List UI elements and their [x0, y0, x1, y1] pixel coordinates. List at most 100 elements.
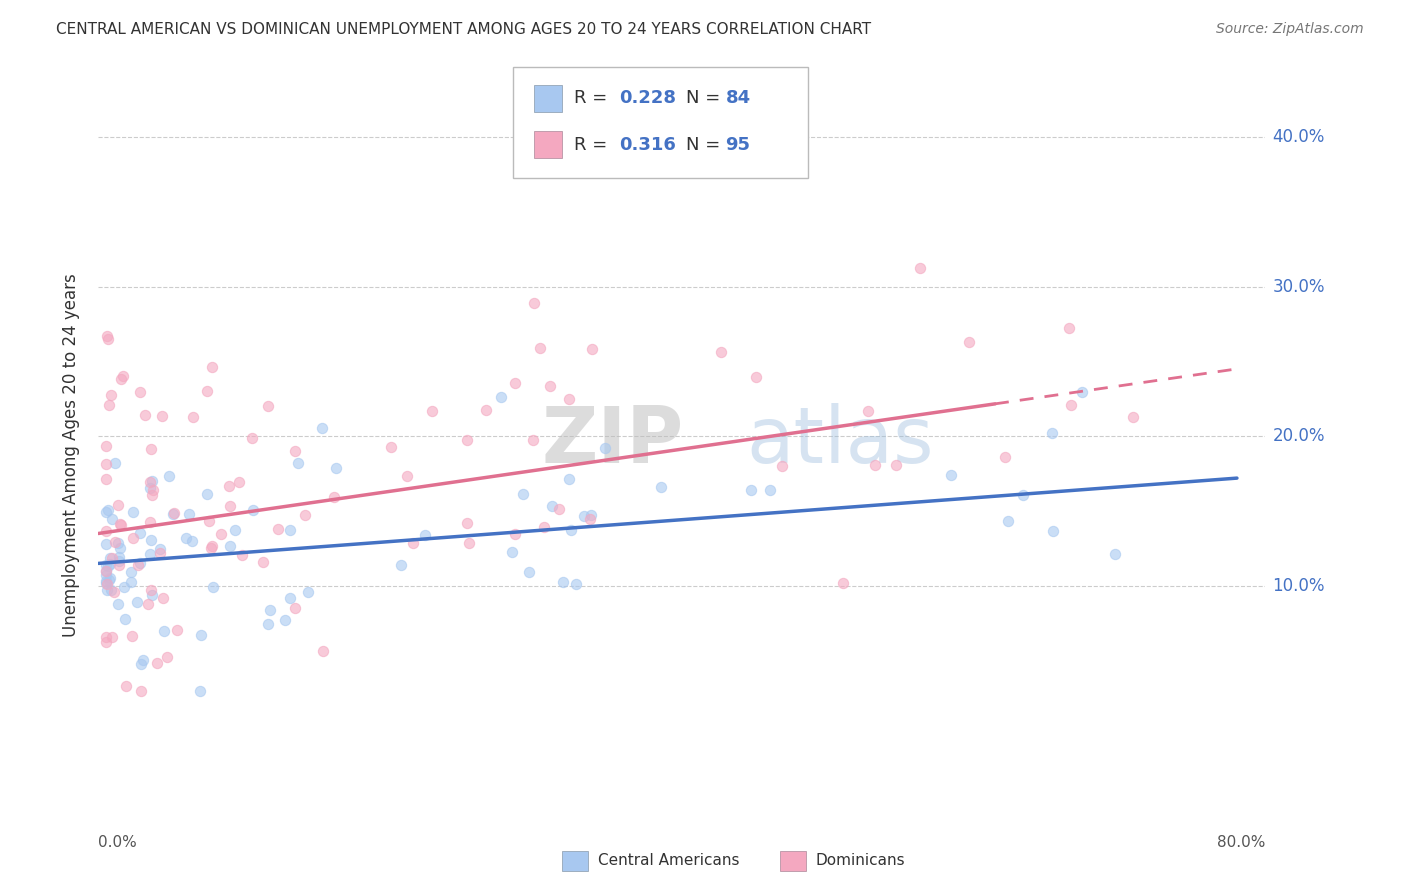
Point [650, 480, 672, 494]
Point [127, 595, 149, 609]
Point [396, 468, 419, 483]
Point [312, 644, 335, 658]
Point [114, 612, 136, 626]
Point [284, 601, 307, 615]
Point [1042, 524, 1064, 539]
Point [129, 557, 152, 571]
Point [181, 534, 204, 549]
Point [94, 439, 117, 453]
Point [759, 483, 782, 497]
Point [162, 507, 184, 521]
Point [94, 458, 117, 472]
Point [522, 434, 544, 448]
Point [538, 379, 561, 393]
Text: 10.0%: 10.0% [1272, 577, 1324, 595]
Point [540, 499, 562, 513]
Text: Source: ZipAtlas.com: Source: ZipAtlas.com [1216, 22, 1364, 37]
Point [136, 597, 159, 611]
Point [578, 512, 600, 526]
Text: 95: 95 [725, 136, 751, 153]
Point [94, 574, 117, 588]
Point [101, 550, 124, 565]
Point [94, 537, 117, 551]
Point [94, 505, 117, 519]
Point [120, 565, 142, 579]
Point [456, 516, 478, 531]
Point [107, 597, 129, 611]
Point [284, 444, 307, 458]
Point [157, 469, 180, 483]
Point [553, 574, 575, 589]
Text: 0.316: 0.316 [619, 136, 675, 153]
Point [458, 536, 481, 550]
Point [297, 584, 319, 599]
Point [94, 558, 117, 572]
Point [581, 342, 603, 356]
Point [98, 557, 121, 571]
Point [181, 409, 204, 424]
Point [129, 657, 152, 671]
Point [489, 391, 512, 405]
Point [94, 576, 117, 591]
Point [195, 486, 218, 500]
Point [910, 261, 932, 276]
Point [994, 450, 1017, 465]
Point [100, 388, 122, 402]
Point [97, 503, 120, 517]
Point [138, 547, 160, 561]
Point [150, 409, 173, 424]
Point [1071, 384, 1094, 399]
Point [156, 650, 179, 665]
Point [112, 369, 135, 384]
Point [107, 536, 129, 550]
Point [287, 456, 309, 470]
Point [96, 577, 118, 591]
Point [94, 472, 117, 486]
Point [188, 683, 211, 698]
Point [120, 575, 142, 590]
Point [201, 580, 224, 594]
Point [138, 475, 160, 489]
Point [240, 432, 263, 446]
Point [166, 623, 188, 637]
Point [1104, 547, 1126, 561]
Point [512, 486, 534, 500]
Text: ZIP: ZIP [541, 403, 685, 479]
Point [139, 442, 162, 456]
Point [579, 508, 602, 522]
Point [129, 385, 152, 400]
Point [139, 533, 162, 547]
Point [294, 508, 316, 523]
Point [1060, 398, 1083, 412]
Point [1040, 425, 1063, 440]
Point [98, 398, 121, 412]
Point [97, 332, 120, 346]
Point [863, 458, 886, 472]
Point [1012, 488, 1035, 502]
Point [112, 580, 135, 594]
Point [122, 505, 145, 519]
Point [101, 512, 124, 526]
Point [710, 345, 733, 359]
Point [139, 583, 162, 598]
Point [770, 458, 793, 473]
Text: 80.0%: 80.0% [1218, 836, 1265, 850]
Text: 84: 84 [725, 89, 751, 107]
Point [149, 541, 172, 556]
Point [177, 507, 200, 521]
Point [104, 534, 127, 549]
Point [108, 541, 131, 555]
Point [108, 517, 131, 532]
Point [267, 522, 290, 536]
Point [149, 546, 172, 560]
Point [94, 564, 117, 578]
Text: 0.0%: 0.0% [98, 836, 138, 850]
Point [128, 525, 150, 540]
Point [252, 555, 274, 569]
Point [884, 458, 907, 473]
Point [380, 440, 402, 454]
Point [740, 483, 762, 497]
Point [402, 536, 425, 550]
Point [1057, 321, 1080, 335]
Point [420, 404, 443, 418]
